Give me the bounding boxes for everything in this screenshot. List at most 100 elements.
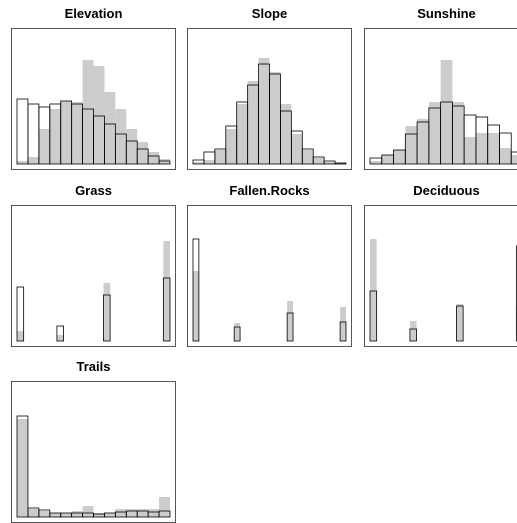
bar-filled-25: [340, 307, 346, 341]
histogram-svg: [192, 238, 347, 342]
bar-filled-13: [335, 163, 346, 164]
bar-filled-4: [417, 119, 429, 164]
bar-filled-8: [280, 104, 292, 164]
chart-title: Deciduous: [413, 183, 480, 198]
chart-title: Trails: [76, 359, 111, 374]
bar-filled-10: [487, 133, 500, 164]
bar-filled-2: [38, 129, 50, 164]
bar-outline-9: [290, 130, 303, 165]
bar-outline-13: [334, 162, 347, 165]
chart-title: Sunshine: [417, 6, 476, 21]
bar-filled-11: [499, 148, 512, 164]
histogram-panel: Fallen.Rocks: [187, 183, 352, 347]
bar-filled-6: [409, 321, 417, 341]
bar-filled-4: [60, 101, 72, 164]
bar-filled-0: [193, 271, 199, 341]
histogram-svg: [192, 58, 347, 165]
bar-filled-10: [126, 509, 138, 517]
histogram-svg: [16, 60, 171, 165]
bar-filled-8: [104, 92, 116, 164]
bar-filled-5: [71, 511, 83, 517]
bar-filled-3: [49, 513, 61, 517]
bar-outline-6: [56, 325, 64, 342]
chart-title: Elevation: [64, 6, 123, 21]
bar-filled-7: [93, 513, 105, 517]
bar-outline-22: [515, 245, 517, 342]
bar-filled-13: [103, 283, 111, 341]
bar-filled-22: [163, 241, 170, 341]
bar-filled-1: [381, 155, 394, 164]
bar-filled-12: [148, 509, 160, 517]
plot-area: [364, 205, 517, 347]
bar-filled-11: [137, 142, 149, 164]
histogram-panel: Slope: [187, 6, 352, 170]
bar-filled-8: [104, 513, 116, 517]
bar-filled-12: [148, 152, 160, 164]
bar-filled-2: [214, 150, 226, 164]
histogram-svg: [369, 60, 517, 165]
bar-filled-4: [236, 104, 248, 164]
bar-outline-0: [16, 98, 29, 165]
histogram-svg: [16, 241, 171, 342]
bar-filled-1: [203, 160, 215, 164]
bar-outline-13: [158, 160, 171, 165]
bar-filled-1: [27, 509, 39, 517]
bar-filled-10: [126, 129, 138, 164]
bar-filled-12: [324, 162, 336, 164]
bar-filled-9: [115, 109, 127, 164]
bar-filled-0: [17, 161, 28, 164]
bar-outline-0: [192, 238, 200, 342]
bar-outline-16: [286, 312, 294, 342]
bar-filled-3: [405, 126, 418, 164]
plot-area: [11, 381, 176, 523]
chart-title: Fallen.Rocks: [229, 183, 310, 198]
bar-outline-6: [409, 328, 417, 342]
plot-area: [187, 28, 352, 170]
plot-area: [364, 28, 517, 170]
bar-filled-2: [38, 511, 50, 517]
bar-filled-0: [17, 331, 24, 341]
bar-outline-13: [103, 294, 111, 342]
bar-outline-12: [323, 160, 336, 165]
bar-filled-7: [452, 102, 465, 164]
bar-filled-0: [370, 239, 377, 341]
histogram-svg: [369, 239, 517, 342]
bar-filled-0: [193, 162, 204, 164]
bar-filled-3: [225, 129, 237, 164]
plot-area: [11, 28, 176, 170]
bar-filled-12: [511, 155, 517, 164]
bar-filled-0: [17, 419, 28, 517]
bar-filled-13: [456, 304, 464, 341]
bar-outline-0: [16, 415, 29, 518]
chart-title: Grass: [75, 183, 112, 198]
bar-filled-8: [464, 137, 476, 164]
bar-outline-13: [456, 305, 464, 342]
bar-filled-13: [159, 497, 170, 517]
bar-filled-5: [428, 102, 441, 164]
bar-outline-10: [301, 148, 314, 165]
chart-title: Slope: [251, 6, 288, 21]
bar-filled-9: [115, 509, 127, 517]
bar-filled-9: [475, 133, 488, 164]
bar-outline-22: [162, 277, 171, 342]
bar-filled-6: [440, 60, 453, 164]
bar-filled-6: [258, 58, 270, 164]
histogram-panel: Sunshine: [364, 6, 517, 170]
bar-filled-13: [159, 159, 170, 164]
bar-outline-1: [27, 103, 40, 165]
bar-filled-6: [56, 335, 64, 341]
bar-filled-11: [137, 509, 149, 517]
bar-outline-11: [499, 132, 512, 165]
bar-outline-7: [233, 326, 241, 342]
bar-outline-0: [16, 286, 25, 342]
bar-filled-4: [60, 513, 72, 517]
bar-filled-5: [71, 102, 83, 164]
bar-filled-7: [234, 323, 241, 341]
bar-filled-7: [93, 66, 105, 164]
bar-filled-7: [269, 72, 281, 164]
bar-filled-9: [291, 134, 303, 164]
bar-outline-25: [339, 321, 347, 342]
bar-filled-6: [82, 506, 94, 517]
bar-filled-11: [313, 158, 325, 164]
bar-outline-12: [510, 151, 517, 165]
